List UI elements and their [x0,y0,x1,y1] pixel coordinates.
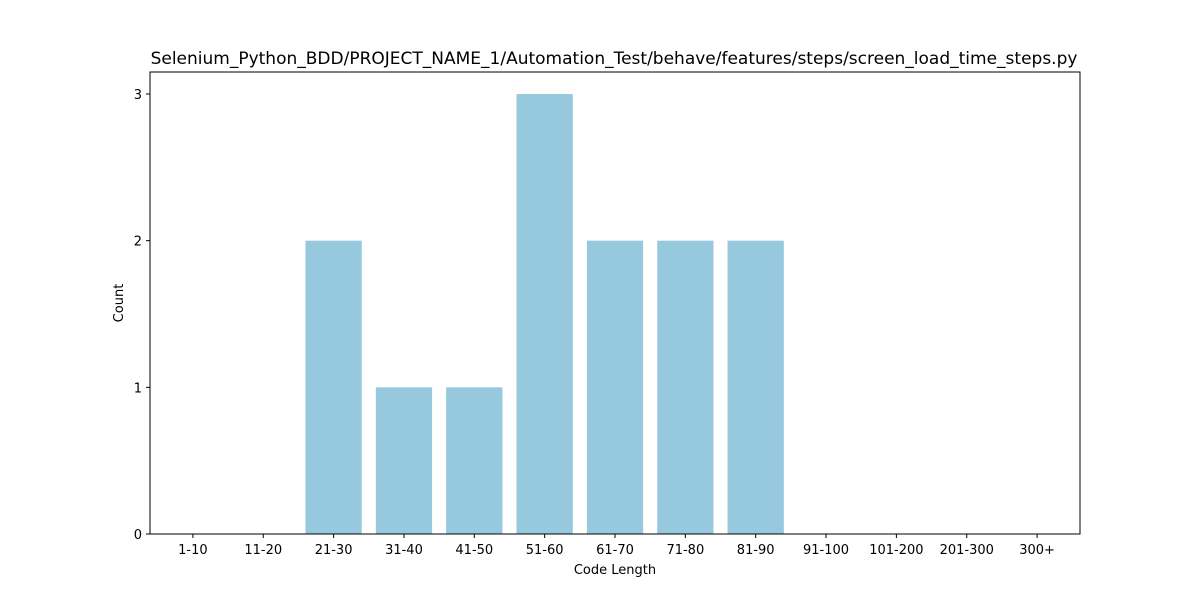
x-tick-label: 81-90 [737,543,775,558]
x-tick-label: 91-100 [803,543,849,558]
x-tick-label: 21-30 [315,543,353,558]
x-tick-label: 51-60 [526,543,564,558]
x-tick-label: 201-300 [940,543,994,558]
bar-71-80 [657,240,714,535]
chart-title: Selenium_Python_BDD/PROJECT_NAME_1/Autom… [151,49,1078,69]
x-tick-label: 300+ [1019,543,1055,558]
y-tick-label: 2 [134,235,142,250]
y-axis-label: Count [112,284,127,323]
x-tick-label: 1-10 [178,543,208,558]
x-axis: 1-10 11-20 21-30 31-40 41-50 51-60 61-70 71-80 8… [178,534,1055,558]
x-tick-label: 41-50 [455,543,493,558]
x-tick-label: 101-200 [869,543,923,558]
x-tick-label: 11-20 [244,543,282,558]
bar-51-60 [516,94,573,534]
y-tick-label: 3 [134,88,142,103]
bar-31-40 [375,387,433,534]
x-tick-label: 31-40 [385,543,423,558]
bar-61-70 [586,240,644,535]
x-tick-label: 61-70 [596,543,634,558]
y-axis: 0 1 2 3 [134,88,150,543]
bar-41-50 [446,387,503,534]
y-tick-label: 0 [134,528,142,543]
x-axis-label: Code Length [574,563,656,578]
y-tick-label: 1 [134,381,142,396]
bar-21-30 [305,240,362,535]
x-tick-label: 71-80 [666,543,704,558]
bar-81-90 [727,240,784,535]
bars-group [305,94,784,535]
